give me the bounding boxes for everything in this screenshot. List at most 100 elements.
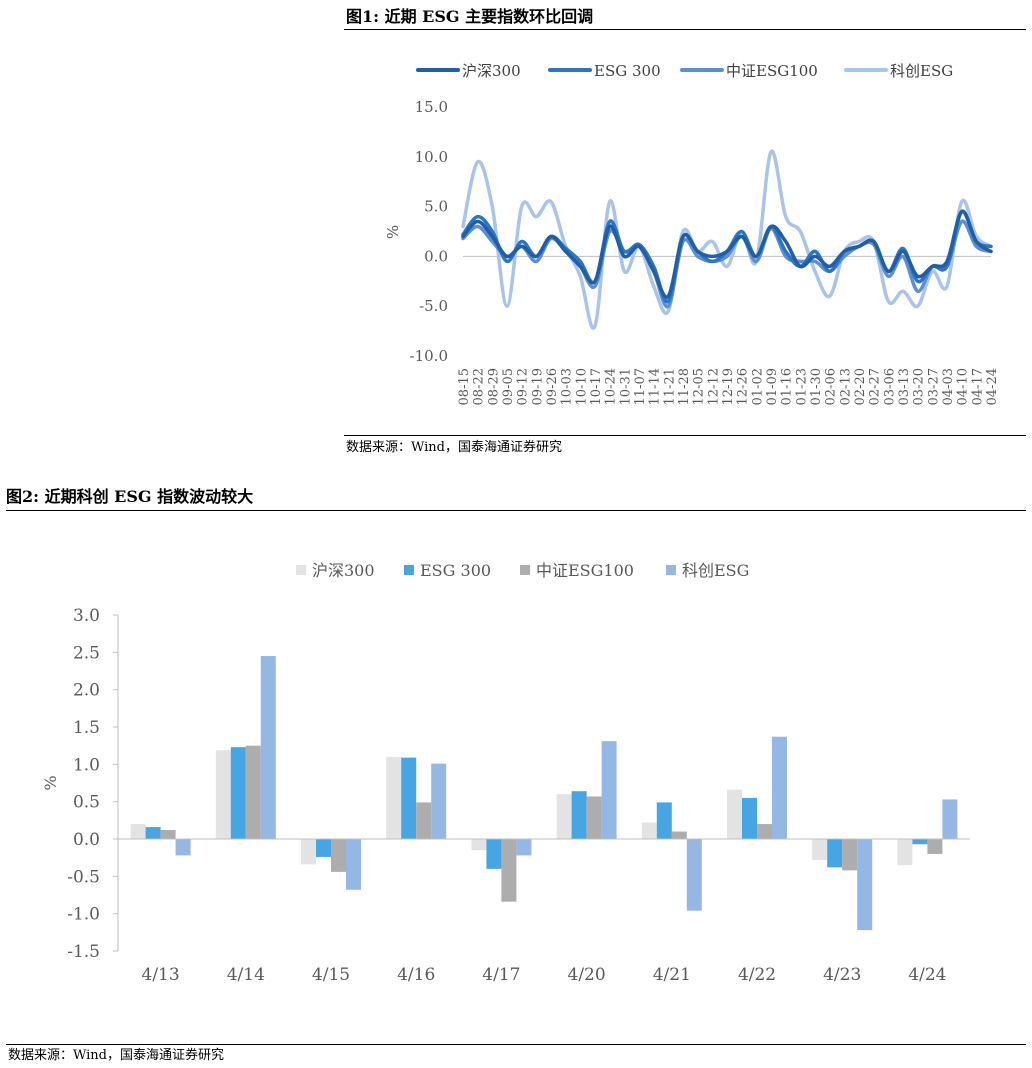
x-tick-label: 02-13 [838,368,853,405]
figure1-title: 图1: 近期 ESG 主要指数环比回调 [346,7,594,26]
series-line [461,219,993,309]
bar [486,839,502,869]
bar-chart-y-axis-label: % [41,775,60,790]
bar [215,750,231,839]
bar [757,824,772,839]
x-tick-label: 4/13 [142,965,180,985]
bar [145,827,161,839]
bar [727,789,742,839]
x-tick-label: 08-29 [486,368,501,405]
y-tick-label: 5.0 [424,198,448,216]
y-tick-label: -0.5 [67,867,100,887]
x-tick-label: 01-09 [765,368,780,405]
figure1-top-rule [344,29,1026,30]
bar [742,797,757,839]
bar [897,839,913,866]
bar [501,839,517,902]
x-tick-label: 02-06 [824,368,839,405]
legend-swatch [404,565,414,575]
series-line [461,149,993,330]
legend-label: 沪深300 [462,62,521,80]
figure1-bottom-rule [344,435,1026,436]
y-tick-label: 1.0 [73,755,100,775]
x-tick-label: 03-13 [897,368,912,405]
legend-label: 中证ESG100 [536,561,634,580]
y-tick-label: 10.0 [415,148,448,166]
x-tick-label: 12-19 [721,368,736,405]
x-tick-label: 10-24 [604,368,619,405]
x-tick-label: 03-27 [926,368,941,405]
bar [927,839,943,854]
figure2-top-rule [6,510,1026,511]
x-tick-label: 10-31 [618,368,633,405]
bar [827,839,843,868]
x-tick-label: 11-21 [662,368,677,405]
bar-chart-y-axis: 3.0 2.5 2.0 1.5 1.0 0.5 0.0 -0.5 -1.0 -1.5 [67,606,119,962]
x-tick-label: 09-12 [516,368,531,405]
x-tick-label: 11-07 [633,368,648,405]
x-tick-label: 12-26 [736,368,751,405]
x-tick-label: 4/23 [823,965,861,985]
bar [416,802,432,839]
x-tick-label: 03-06 [882,368,897,405]
x-tick-label: 4/14 [227,965,265,985]
legend-label: 科创ESG [682,561,749,580]
bar [175,839,191,856]
legend-label: 沪深300 [312,561,375,580]
figure2-source: 数据来源：Wind，国泰海通证券研究 [8,1048,224,1063]
bar [401,757,417,839]
bar [556,794,572,839]
line-chart: 沪深300 ESG 300 中证ESG100 科创ESG 15.0 10.0 5.0 0.0… [384,62,1000,405]
bar [586,796,602,839]
bar [656,802,672,839]
legend-swatch [666,565,676,575]
x-tick-label: 04-10 [956,368,971,405]
x-tick-label: 09-05 [501,368,516,405]
y-tick-label: -5.0 [419,297,448,315]
bar [842,839,858,871]
x-tick-label: 4/22 [738,965,776,985]
x-tick-label: 04-17 [970,368,985,405]
x-tick-label: 12-12 [706,368,721,405]
legend-swatch [520,565,530,575]
bar [686,839,702,911]
bar [571,791,587,839]
x-tick-label: 4/21 [653,965,691,985]
x-tick-label: 10-03 [560,368,575,405]
y-tick-label: 2.5 [73,643,100,663]
x-tick-label: 09-19 [530,368,545,405]
y-tick-label: 2.0 [73,681,100,701]
y-tick-label: 3.0 [73,606,100,626]
bar [386,756,402,839]
x-tick-label: 10-10 [574,368,589,405]
bar [942,799,958,839]
x-tick-label: 08-22 [472,368,487,405]
bar [301,839,316,865]
y-tick-label: 1.5 [73,718,100,738]
y-tick-label: -1.0 [67,905,100,925]
x-tick-label: 02-27 [868,368,883,405]
bar-chart-x-axis: 4/13 4/14 4/15 4/16 4/17 4/20 4/21 4/22 4/23 4/24 [142,965,947,985]
line-chart-legend: 沪深300 ESG 300 中证ESG100 科创ESG [416,62,953,80]
x-tick-label: 12-05 [692,368,707,405]
bar [671,831,687,839]
x-tick-label: 4/15 [312,965,350,985]
figure1-source: 数据来源：Wind，国泰海通证券研究 [346,440,562,455]
x-tick-label: 04-03 [941,368,956,405]
legend-label: 科创ESG [890,62,953,80]
bar [857,839,873,931]
x-tick-label: 4/17 [482,965,520,985]
bar [331,839,346,872]
bar [346,839,361,890]
legend-swatch [296,565,306,575]
x-tick-label: 11-28 [677,368,692,405]
legend-label: ESG 300 [420,561,491,580]
y-tick-label: 15.0 [415,98,448,116]
line-chart-y-axis: 15.0 10.0 5.0 0.0 -5.0 -10.0 [410,98,448,365]
bar [641,822,657,839]
x-tick-label: 09-26 [545,368,560,405]
bar [772,736,787,839]
x-tick-label: 03-20 [912,368,927,405]
legend-label: ESG 300 [594,62,661,80]
bar [601,741,617,839]
